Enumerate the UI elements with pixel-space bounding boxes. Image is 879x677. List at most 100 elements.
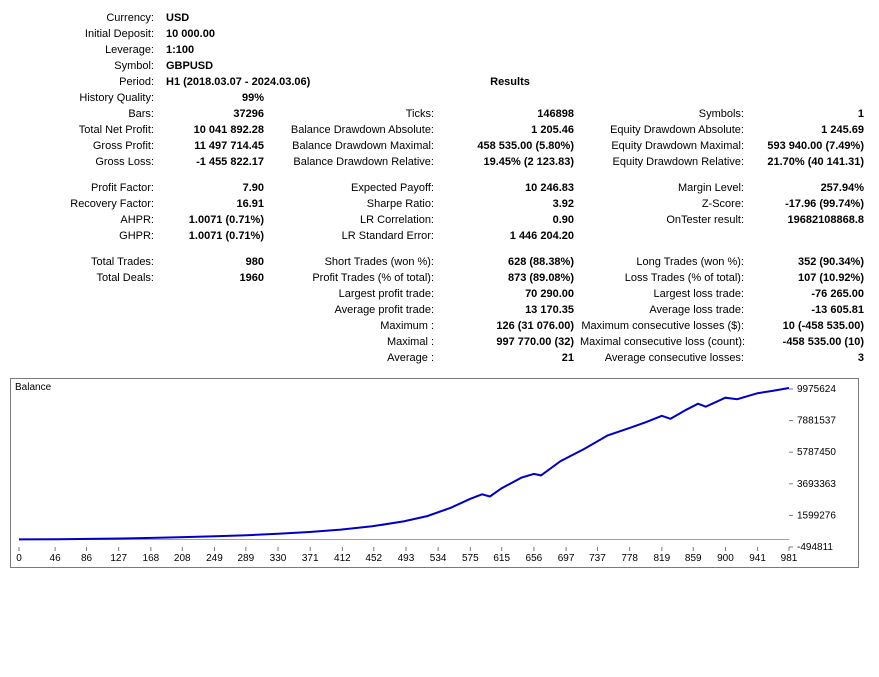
svg-text:249: 249 — [206, 553, 223, 564]
zs-value: -17.96 (99.74%) — [750, 196, 870, 212]
svg-text:656: 656 — [526, 553, 543, 564]
edm-label: Equity Drawdown Maximal: — [580, 138, 750, 154]
symbol-value: GBPUSD — [160, 58, 270, 74]
lpt-value: 70 290.00 — [440, 286, 580, 302]
bda-label: Balance Drawdown Absolute: — [270, 122, 440, 138]
mclc-value: -458 535.00 (10) — [750, 334, 870, 350]
svg-text:7881537: 7881537 — [797, 416, 836, 427]
results-heading: Results — [440, 74, 580, 90]
td-value: 1960 — [160, 270, 270, 286]
svg-text:575: 575 — [462, 553, 479, 564]
ghpr-value: 1.0071 (0.71%) — [160, 228, 270, 244]
svg-text:9975624: 9975624 — [797, 384, 836, 395]
svg-text:452: 452 — [365, 553, 382, 564]
edr-value: 21.70% (40 141.31) — [750, 154, 870, 170]
gl-label: Gross Loss: — [10, 154, 160, 170]
bdr-value: 19.45% (2 123.83) — [440, 154, 580, 170]
alt-label: Average loss trade: — [580, 302, 750, 318]
edr-label: Equity Drawdown Relative: — [580, 154, 750, 170]
sr-label: Sharpe Ratio: — [270, 196, 440, 212]
balance-chart: Balance 99756247881537578745036933631599… — [10, 378, 859, 568]
pt-label: Profit Trades (% of total): — [270, 270, 440, 286]
ml-value: 257.94% — [750, 180, 870, 196]
mcl-value: 10 (-458 535.00) — [750, 318, 870, 334]
gp-label: Gross Profit: — [10, 138, 160, 154]
max-value: 126 (31 076.00) — [440, 318, 580, 334]
lrc-value: 0.90 — [440, 212, 580, 228]
los-value: 107 (10.92%) — [750, 270, 870, 286]
currency-label: Currency: — [10, 10, 160, 26]
lt-label: Long Trades (won %): — [580, 254, 750, 270]
deposit-label: Initial Deposit: — [10, 26, 160, 42]
lrc-label: LR Correlation: — [270, 212, 440, 228]
sr-value: 3.92 — [440, 196, 580, 212]
svg-text:5787450: 5787450 — [797, 447, 836, 458]
pt-value: 873 (89.08%) — [440, 270, 580, 286]
svg-text:412: 412 — [334, 553, 351, 564]
ml-label: Margin Level: — [580, 180, 750, 196]
lpt-label: Largest profit trade: — [270, 286, 440, 302]
svg-text:289: 289 — [237, 553, 254, 564]
rf-value: 16.91 — [160, 196, 270, 212]
deposit-value: 10 000.00 — [160, 26, 270, 42]
eda-label: Equity Drawdown Absolute: — [580, 122, 750, 138]
symbols-value: 1 — [750, 106, 870, 122]
bdm-label: Balance Drawdown Maximal: — [270, 138, 440, 154]
ticks-value: 146898 — [440, 106, 580, 122]
svg-text:941: 941 — [749, 553, 766, 564]
svg-text:208: 208 — [174, 553, 191, 564]
svg-text:330: 330 — [270, 553, 287, 564]
acl-label: Average consecutive losses: — [580, 350, 750, 366]
llt-label: Largest loss trade: — [580, 286, 750, 302]
lrse-value: 1 446 204.20 — [440, 228, 580, 244]
bda-value: 1 205.46 — [440, 122, 580, 138]
avg-label: Average : — [270, 350, 440, 366]
ep-label: Expected Payoff: — [270, 180, 440, 196]
gp-value: 11 497 714.45 — [160, 138, 270, 154]
bars-value: 37296 — [160, 106, 270, 122]
ahpr-value: 1.0071 (0.71%) — [160, 212, 270, 228]
maxi-label: Maximal : — [270, 334, 440, 350]
eda-value: 1 245.69 — [750, 122, 870, 138]
lt-value: 352 (90.34%) — [750, 254, 870, 270]
svg-text:697: 697 — [558, 553, 575, 564]
svg-text:900: 900 — [717, 553, 734, 564]
avg-value: 21 — [440, 350, 580, 366]
quality-value: 99% — [160, 90, 270, 106]
pf-value: 7.90 — [160, 180, 270, 196]
max-label: Maximum : — [270, 318, 440, 334]
ep-value: 10 246.83 — [440, 180, 580, 196]
svg-text:819: 819 — [654, 553, 671, 564]
report-grid: Currency: USD Initial Deposit: 10 000.00… — [10, 10, 859, 366]
symbols-label: Symbols: — [580, 106, 750, 122]
edm-value: 593 940.00 (7.49%) — [750, 138, 870, 154]
svg-text:371: 371 — [302, 553, 319, 564]
los-label: Loss Trades (% of total): — [580, 270, 750, 286]
leverage-label: Leverage: — [10, 42, 160, 58]
ot-label: OnTester result: — [580, 212, 750, 228]
apt-value: 13 170.35 — [440, 302, 580, 318]
td-label: Total Deals: — [10, 270, 160, 286]
symbol-label: Symbol: — [10, 58, 160, 74]
zs-label: Z-Score: — [580, 196, 750, 212]
svg-text:981: 981 — [781, 553, 798, 564]
mclc-label: Maximal consecutive loss (count): — [580, 334, 750, 350]
chart-svg: 99756247881537578745036933631599276-4948… — [11, 379, 851, 567]
svg-text:778: 778 — [621, 553, 638, 564]
leverage-value: 1:100 — [160, 42, 270, 58]
st-value: 628 (88.38%) — [440, 254, 580, 270]
rf-label: Recovery Factor: — [10, 196, 160, 212]
svg-text:86: 86 — [81, 553, 93, 564]
svg-text:859: 859 — [685, 553, 702, 564]
ot-value: 19682108868.8 — [750, 212, 870, 228]
ticks-label: Ticks: — [270, 106, 440, 122]
svg-text:168: 168 — [143, 553, 160, 564]
tnp-label: Total Net Profit: — [10, 122, 160, 138]
apt-label: Average profit trade: — [270, 302, 440, 318]
svg-text:534: 534 — [430, 553, 447, 564]
pf-label: Profit Factor: — [10, 180, 160, 196]
svg-text:615: 615 — [493, 553, 510, 564]
period-value: H1 (2018.03.07 - 2024.03.06) — [160, 74, 440, 90]
svg-text:3693363: 3693363 — [797, 479, 836, 490]
ghpr-label: GHPR: — [10, 228, 160, 244]
